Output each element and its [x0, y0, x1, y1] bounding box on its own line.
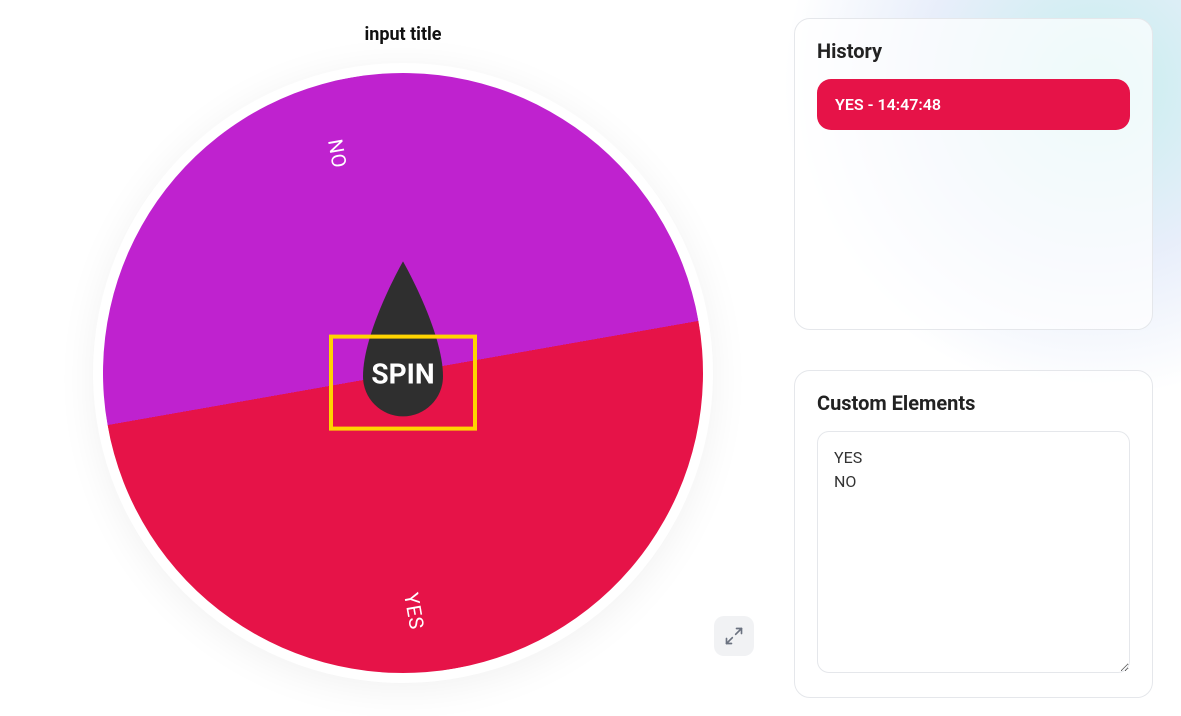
custom-elements-card: Custom Elements [794, 370, 1153, 698]
wheel-container: NO YES SPIN [93, 63, 713, 683]
fullscreen-button[interactable] [714, 616, 754, 656]
custom-elements-input[interactable] [817, 431, 1130, 673]
side-panel: History YES - 14:47:48 Custom Elements [786, 0, 1181, 716]
wheel-panel: input title NO YES SPIN [0, 0, 786, 716]
wheel-label-top: NO [323, 137, 352, 170]
history-list: YES - 14:47:48 [817, 79, 1130, 130]
history-item[interactable]: YES - 14:47:48 [817, 79, 1130, 130]
drop-pointer-icon [338, 261, 468, 441]
app-layout: input title NO YES SPIN [0, 0, 1181, 716]
history-title: History [817, 39, 1130, 63]
expand-icon [724, 626, 744, 646]
spin-label: SPIN [371, 357, 434, 390]
custom-elements-title: Custom Elements [817, 391, 1130, 415]
history-card: History YES - 14:47:48 [794, 18, 1153, 330]
spin-button[interactable]: SPIN [338, 261, 468, 441]
